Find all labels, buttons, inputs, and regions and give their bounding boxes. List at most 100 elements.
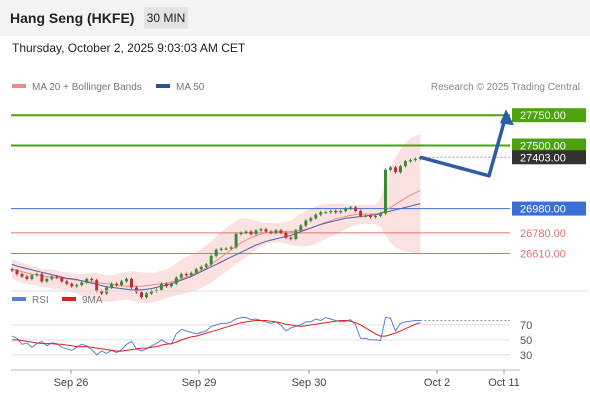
candle-body <box>304 220 308 226</box>
candle-body <box>154 289 158 292</box>
candle-body <box>95 280 99 292</box>
candle-body <box>244 231 248 233</box>
candle-body <box>199 266 203 270</box>
candle-body <box>169 283 173 287</box>
osc-tick-70: 70 <box>520 320 532 332</box>
candle-body <box>319 212 323 215</box>
ma50-line <box>11 203 421 291</box>
candle-body <box>359 211 363 216</box>
level-label-3: 26980.00 <box>520 204 566 216</box>
candle-body <box>344 208 348 212</box>
candle-body <box>284 232 288 238</box>
candle-body <box>364 215 368 217</box>
candle-body <box>209 255 213 265</box>
candle-body <box>105 287 109 294</box>
candle-body <box>354 207 358 212</box>
candle-body <box>115 283 119 285</box>
projection-arrowhead <box>500 109 514 126</box>
osc-legend-swatch-0 <box>12 297 26 301</box>
header-bar <box>0 0 590 36</box>
osc-tick-50: 50 <box>520 335 532 347</box>
candle-body <box>149 291 153 294</box>
candle-body <box>254 230 258 235</box>
candle-body <box>10 269 14 271</box>
level-label-1: 27500.00 <box>520 141 566 153</box>
candle-body <box>314 214 318 219</box>
candle-body <box>139 292 143 298</box>
candle-body <box>184 274 188 276</box>
candle-body <box>413 158 417 161</box>
last-price-label: 27403.00 <box>520 152 566 164</box>
candle-body <box>388 167 392 170</box>
level-label-5: 26610.00 <box>520 248 566 260</box>
candle-body <box>20 274 24 277</box>
candle-body <box>80 282 84 285</box>
rsi-ma-line <box>12 320 421 352</box>
rsi-line <box>11 316 421 356</box>
timestamp: Thursday, October 2, 2025 9:03:03 AM CET <box>12 41 246 55</box>
candle-body <box>274 230 278 233</box>
candle-body <box>50 276 54 279</box>
candle-body <box>70 283 74 287</box>
candle-body <box>229 247 233 249</box>
legend-label-1: MA 50 <box>176 82 205 93</box>
last-price-tag <box>512 150 586 165</box>
candle-body <box>408 160 412 162</box>
x-tick-label-0: Sep 26 <box>54 377 89 389</box>
candle-body <box>164 283 168 287</box>
candle-body <box>130 278 134 288</box>
candle-body <box>289 237 293 239</box>
candle-body <box>125 278 129 282</box>
candle-body <box>30 275 34 279</box>
candle-body <box>25 276 29 279</box>
candle-body <box>144 293 148 298</box>
candle-body <box>239 232 243 235</box>
legend-swatch-1 <box>156 84 170 88</box>
candle-body <box>249 231 253 235</box>
candle-body <box>219 248 223 250</box>
candle-body <box>384 169 387 214</box>
candle-body <box>189 272 193 276</box>
candle-body <box>214 249 218 256</box>
candle-body <box>110 283 114 288</box>
candle-body <box>349 207 353 209</box>
candle-body <box>15 270 19 275</box>
level-label-0: 27750.00 <box>520 110 566 122</box>
x-tick-label-2: Sep 30 <box>292 377 327 389</box>
candle-body <box>324 212 328 214</box>
candle-body <box>294 230 298 239</box>
candle-body <box>45 278 49 282</box>
candle-body <box>40 274 44 282</box>
osc-legend-swatch-1 <box>62 297 76 301</box>
candle-body <box>264 229 268 232</box>
x-tick-label-1: Sep 29 <box>182 377 217 389</box>
x-tick-label-3: Oct 2 <box>424 377 450 389</box>
instrument-title: Hang Seng (HKFE) <box>10 10 135 26</box>
level-tag-0 <box>512 108 586 123</box>
timeframe-button[interactable]: 30 MIN <box>144 7 188 29</box>
candle-body <box>339 211 343 213</box>
candle-body <box>90 278 94 281</box>
candle-body <box>65 281 69 284</box>
candle-body <box>159 283 163 290</box>
credit-text: Research © 2025 Trading Central <box>431 82 580 93</box>
candle-body <box>374 215 378 218</box>
level-tag-1 <box>512 138 586 153</box>
candle-body <box>309 218 313 221</box>
candle-body <box>393 167 397 173</box>
candle-body <box>174 277 178 284</box>
osc-legend-label-1: 9MA <box>82 295 103 306</box>
candle-body <box>35 274 39 276</box>
candle-body <box>75 285 79 287</box>
candle-body <box>194 269 198 273</box>
level-tag-3 <box>512 201 586 216</box>
candle-body <box>334 211 338 213</box>
candle-body <box>55 276 59 278</box>
legend-swatch-0 <box>12 84 26 88</box>
candle-body <box>224 248 228 250</box>
candle-body <box>398 166 402 173</box>
candle-body <box>379 213 383 216</box>
level-label-4: 26780.00 <box>520 228 566 240</box>
x-tick-label-4: Oct 11 <box>488 377 520 389</box>
